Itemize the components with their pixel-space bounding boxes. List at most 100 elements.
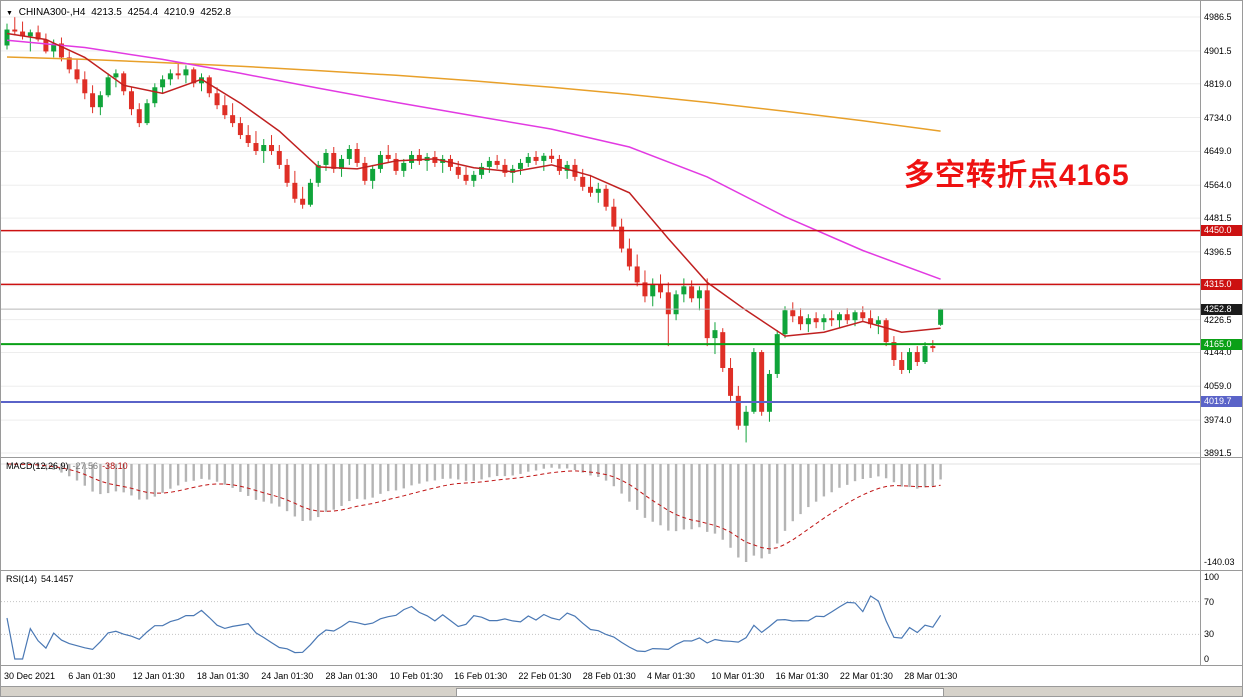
candle-body — [276, 150, 282, 165]
price-tick-label: 4734.0 — [1204, 112, 1232, 123]
candle-body — [167, 73, 173, 80]
candle-body — [517, 162, 523, 169]
rsi-line — [6, 595, 942, 660]
candle-body — [74, 69, 80, 80]
candle-body — [502, 164, 508, 173]
candle-body — [883, 320, 889, 343]
price-tick-label: 3974.0 — [1204, 415, 1232, 426]
candle-body — [735, 395, 741, 426]
candle-body — [564, 164, 570, 171]
candle-body — [97, 95, 103, 108]
price-tick-label: 4144.0 — [1204, 347, 1232, 358]
candle-body — [860, 312, 866, 319]
horizontal-scrollbar[interactable] — [1, 686, 1242, 696]
macd-scale[interactable]: -140.03 — [1200, 458, 1242, 570]
candle-body — [743, 411, 749, 426]
macd-chart[interactable] — [1, 458, 1200, 570]
candle-body — [144, 103, 150, 124]
candle-body — [43, 39, 49, 52]
rsi-axis-label: 100 — [1204, 572, 1220, 582]
candle-body — [206, 77, 212, 94]
time-axis-label: 16 Mar 01:30 — [775, 671, 829, 681]
candle-body — [510, 168, 516, 173]
candle-body — [354, 148, 360, 163]
candle-body — [829, 318, 835, 321]
price-tick-label: 3891.5 — [1204, 448, 1232, 457]
time-axis-label: 28 Mar 01:30 — [904, 671, 958, 681]
candle-body — [782, 310, 788, 335]
candle-body — [588, 186, 593, 193]
high-value: 4254.4 — [127, 7, 159, 18]
time-axis-label: 30 Dec 2021 — [4, 671, 56, 681]
rsi-chart[interactable] — [1, 571, 1200, 665]
ma-slow-orange — [6, 56, 941, 132]
candle-body — [455, 166, 461, 175]
candle-body — [237, 123, 243, 136]
candle-body — [191, 69, 197, 84]
candle-body — [751, 352, 757, 412]
candle-body — [463, 174, 469, 181]
candle-body — [300, 198, 306, 205]
candle-body — [479, 166, 485, 175]
candle-body — [821, 318, 827, 323]
candle-body — [549, 155, 555, 159]
candle-body — [494, 160, 500, 165]
candle-body — [704, 290, 710, 339]
candle-body — [214, 93, 220, 106]
candle-body — [774, 334, 780, 374]
close-value: 4252.8 — [200, 7, 231, 18]
candle-body — [409, 154, 415, 163]
time-axis-label: 6 Jan 01:30 — [68, 671, 116, 681]
candle-body — [658, 284, 664, 293]
candlestick-chart[interactable] — [1, 1, 1200, 457]
price-tick-label: 4226.5 — [1204, 314, 1232, 325]
time-axis-label: 22 Feb 01:30 — [518, 671, 572, 681]
candle-body — [556, 158, 562, 171]
symbol-header: ▼ CHINA300-,H4 4213.5 4254.4 4210.9 4252… — [6, 7, 234, 18]
candle-body — [121, 73, 127, 92]
time-axis-label: 28 Feb 01:30 — [582, 671, 636, 681]
candle-body — [346, 148, 352, 159]
candle-body — [339, 158, 345, 169]
candle-body — [90, 93, 96, 108]
candle-body — [284, 164, 290, 183]
candle-body — [362, 162, 368, 181]
current-price-label: 4252.8 — [1201, 303, 1242, 315]
candle-body — [805, 318, 811, 325]
macd-label: MACD(12,26,9) -27.56 -38.10 — [6, 461, 132, 471]
price-tick-label: 4901.5 — [1204, 45, 1232, 56]
candle-body — [930, 346, 936, 349]
candle-body — [665, 292, 671, 315]
candle-body — [914, 352, 920, 363]
time-axis[interactable]: 30 Dec 2021 6 Jan 01:30 12 Jan 01:30 18 Jan… — [1, 665, 1242, 686]
price-scale[interactable]: 4986.5 4901.5 4819.0 4734.0 4649.0 4564.0 4481… — [1200, 1, 1242, 457]
candle-body — [323, 152, 329, 165]
candle-body — [12, 29, 18, 32]
scrollbar-thumb[interactable] — [456, 688, 944, 696]
candle-body — [230, 115, 236, 124]
rsi-panel: 100 70 30 0 RSI(14) 54.1457 — [1, 570, 1242, 665]
candle-body — [541, 155, 547, 161]
price-tick-label: 4986.5 — [1204, 12, 1232, 22]
candle-body — [315, 164, 321, 183]
chevron-down-icon[interactable]: ▼ — [6, 10, 13, 17]
price-chart-panel: 4986.5 4901.5 4819.0 4734.0 4649.0 4564.0 4481… — [1, 1, 1242, 457]
candle-body — [533, 156, 539, 161]
candle-body — [844, 314, 850, 321]
candle-body — [128, 91, 134, 110]
symbol-name: CHINA300-,H4 — [18, 7, 86, 18]
candle-body — [4, 29, 10, 46]
ma-medium-magenta — [6, 39, 941, 280]
rsi-axis-label: 30 — [1204, 629, 1215, 640]
open-value: 4213.5 — [91, 7, 122, 18]
candle-body — [712, 330, 718, 339]
macd-signal-value: -38.10 — [102, 461, 128, 471]
candle-body — [331, 152, 337, 169]
time-axis-label: 10 Mar 01:30 — [711, 671, 765, 681]
candle-body — [790, 310, 796, 317]
rsi-scale[interactable]: 100 70 30 0 — [1200, 571, 1242, 665]
price-tick-label: 4649.0 — [1204, 146, 1232, 157]
candle-body — [199, 77, 204, 84]
rsi-axis-label: 70 — [1204, 596, 1215, 607]
